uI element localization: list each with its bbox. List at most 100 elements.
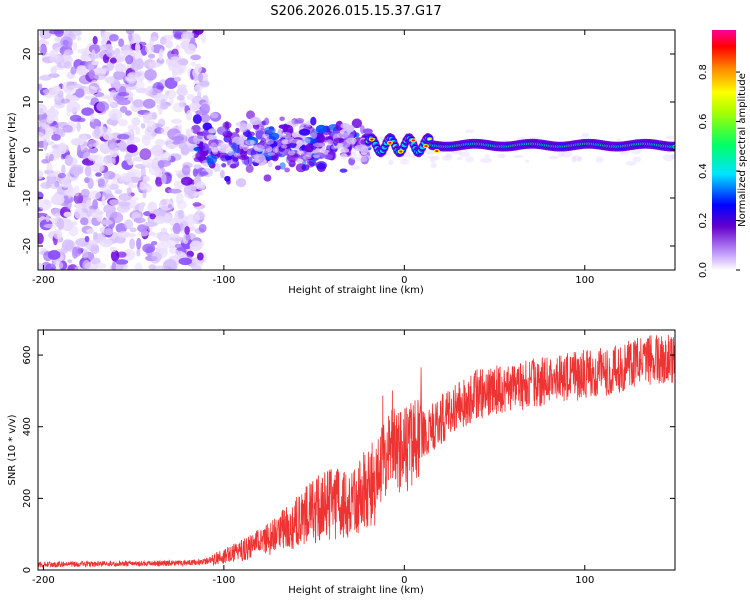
spectrogram-cell bbox=[49, 30, 64, 35]
spectrogram-cell bbox=[66, 106, 71, 117]
spectrogram-cell bbox=[64, 154, 74, 166]
spectrogram-cell bbox=[424, 145, 428, 148]
spectrogram-cell bbox=[200, 113, 211, 123]
spectrogram-cell bbox=[350, 149, 357, 154]
spectrogram-cell bbox=[137, 224, 148, 233]
spectrogram-cell bbox=[67, 259, 73, 264]
spectrogram-cell bbox=[67, 30, 82, 37]
spectrogram-cell bbox=[101, 195, 106, 206]
spectrogram-cell bbox=[40, 181, 52, 190]
spectrogram-cell bbox=[229, 163, 237, 169]
spectrogram-cell bbox=[95, 172, 102, 177]
spectrogram-cell bbox=[176, 86, 188, 97]
spectrogram-cell bbox=[265, 138, 274, 145]
spectrogram-cell bbox=[177, 58, 189, 66]
spectrogram-cell bbox=[45, 134, 50, 143]
spectrogram-cell bbox=[165, 215, 172, 222]
spectrogram-cell bbox=[38, 46, 42, 52]
spectrogram-cell bbox=[159, 48, 164, 56]
spectrogram-cell bbox=[113, 70, 126, 81]
spectrogram-cell bbox=[96, 101, 110, 112]
spectrogram-cell bbox=[235, 127, 240, 133]
spectrogram-cell bbox=[41, 158, 49, 164]
spectrogram-cell bbox=[226, 147, 234, 153]
spectrogram-cell bbox=[399, 150, 403, 153]
spectrogram-cell bbox=[43, 223, 58, 229]
spectrogram-cell bbox=[136, 248, 141, 257]
spectrogram-cell bbox=[135, 42, 141, 54]
spectrogram-cell bbox=[662, 154, 675, 162]
spectrogram-cell bbox=[458, 151, 471, 157]
spectrogram-cell bbox=[163, 259, 177, 270]
spectrogram-cell bbox=[356, 155, 368, 163]
spectrogram-cell bbox=[144, 126, 153, 136]
spectrogram-cell bbox=[94, 125, 101, 137]
spectrogram-cell bbox=[164, 77, 178, 89]
snr-frame bbox=[37, 329, 676, 571]
spectrogram-cell bbox=[249, 116, 261, 126]
colorbar-tick-label: 0.4 bbox=[698, 163, 709, 179]
spectrogram-cell bbox=[46, 114, 55, 124]
spectrogram-cell bbox=[301, 164, 310, 171]
spectrogram-cell bbox=[274, 165, 281, 171]
spectrogram-cell bbox=[176, 94, 185, 101]
snr-ticks: -200 -100 0 100 0 200 400 600 bbox=[22, 330, 675, 586]
spectrogram-cell bbox=[60, 245, 69, 254]
spectrogram-cell bbox=[267, 160, 273, 168]
spectrogram-cell bbox=[245, 164, 254, 173]
spectrogram-cell bbox=[60, 154, 66, 160]
spectrogram-cell bbox=[548, 155, 559, 160]
colorbar-gradient bbox=[712, 30, 736, 270]
spectrogram-cell bbox=[167, 204, 173, 209]
spectrogram-cell bbox=[138, 203, 144, 213]
snr-xtick-label: -100 bbox=[213, 575, 236, 586]
snr-series-line bbox=[38, 334, 675, 568]
spectrogram-cell bbox=[157, 160, 171, 167]
spectrogram-cell bbox=[64, 218, 73, 228]
spectrogram-cell bbox=[53, 229, 63, 240]
spectrogram-cell bbox=[295, 117, 305, 124]
spectrogram-cell bbox=[48, 153, 54, 162]
spectrogram-cell bbox=[92, 35, 98, 45]
spectrogram-cell bbox=[159, 36, 167, 45]
spectrogram-cell bbox=[128, 32, 133, 42]
spectrogram-cell bbox=[106, 154, 116, 164]
spectrogram-cell bbox=[525, 159, 530, 163]
spectrogram-cell bbox=[340, 122, 350, 129]
spectrogram-cell bbox=[198, 190, 204, 196]
spectrogram-cell bbox=[124, 153, 132, 163]
spectrogram-cell bbox=[43, 251, 53, 262]
spectrogram-ytick-label: -20 bbox=[22, 238, 33, 254]
spectrogram-cell bbox=[119, 105, 128, 113]
spectrogram-cell bbox=[445, 153, 453, 158]
colorbar-ticks: 0.0 0.2 0.4 0.6 0.8 bbox=[698, 64, 740, 278]
spectrogram-cell bbox=[388, 141, 392, 144]
spectrogram-cell bbox=[146, 162, 152, 169]
spectrogram-cell bbox=[70, 66, 77, 75]
spectrogram-cell bbox=[427, 137, 432, 141]
spectrogram-cell bbox=[89, 113, 95, 123]
spectrogram-cell bbox=[202, 122, 212, 131]
spectrogram-cell bbox=[189, 259, 204, 270]
spectrogram-cell bbox=[88, 69, 95, 80]
spectrogram-cell bbox=[60, 176, 71, 188]
spectrogram-cell bbox=[263, 174, 272, 182]
spectrogram-cell bbox=[136, 237, 142, 250]
spectrogram-cell bbox=[496, 153, 507, 159]
spectrogram-cell bbox=[145, 43, 155, 54]
spectrogram-xtick-label: 100 bbox=[575, 275, 594, 286]
spectrogram-cell bbox=[247, 156, 253, 166]
spectrogram-cell bbox=[91, 257, 101, 265]
spectrogram-cell bbox=[46, 163, 53, 173]
spectrogram-cell bbox=[161, 173, 167, 185]
spectrogram-cell bbox=[74, 208, 84, 219]
spectrogram-cell bbox=[388, 159, 394, 166]
chart-title: S206.2026.015.15.37.G17 bbox=[270, 4, 441, 19]
spectrogram-cell bbox=[435, 149, 439, 152]
spectrogram-cell bbox=[190, 54, 202, 61]
colorbar-tick-label: 0.6 bbox=[698, 114, 709, 130]
spectrogram-cell bbox=[109, 57, 117, 64]
colorbar-tick-label: 0.2 bbox=[698, 213, 709, 229]
spectrogram-cell bbox=[324, 154, 334, 160]
